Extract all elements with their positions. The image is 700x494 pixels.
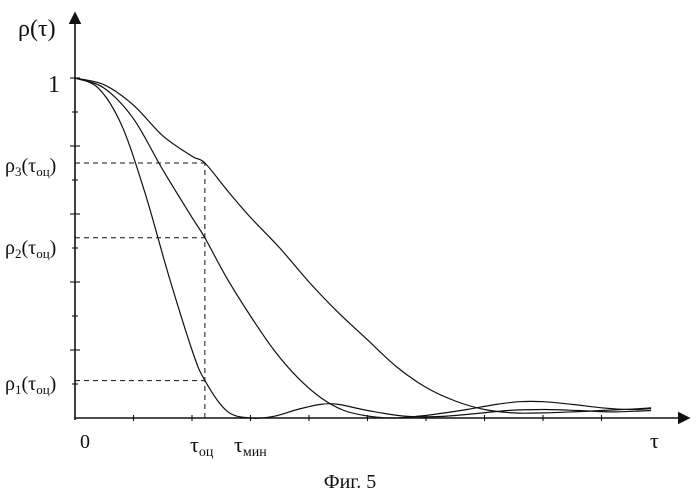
figure-caption: Фиг. 5 (324, 471, 376, 493)
origin-label: 0 (80, 431, 90, 453)
dashed-guides (75, 163, 205, 418)
x-axis-label: τ (650, 428, 659, 453)
y-label-rho2: ρ2(τоц) (5, 237, 56, 261)
curve-1 (75, 78, 651, 418)
curves (75, 78, 651, 418)
axis-ticks (70, 78, 602, 421)
y-axis-label: ρ(τ) (18, 16, 56, 42)
y-label-rho1: ρ1(τоц) (5, 373, 56, 397)
y-label-rho3: ρ3(τоц) (5, 155, 56, 179)
x-label-tau-min: τмин (234, 432, 267, 460)
x-label-tau-oc: τоц (190, 432, 214, 460)
y-label-1: 1 (48, 72, 60, 98)
curve-3 (75, 78, 651, 413)
